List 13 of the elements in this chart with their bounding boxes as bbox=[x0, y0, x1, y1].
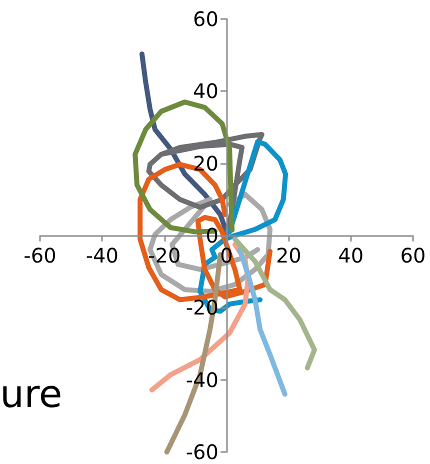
x-tick-label: -60 bbox=[24, 244, 56, 268]
x-tick-label: 0 bbox=[220, 244, 233, 268]
y-tick-label: -40 bbox=[186, 368, 218, 392]
x-tick-label: -20 bbox=[148, 244, 181, 268]
y-tick-label: 20 bbox=[193, 151, 218, 176]
x-tick-label: 40 bbox=[338, 244, 364, 268]
y-tick-label: 40 bbox=[193, 79, 218, 104]
annotation: ure bbox=[0, 372, 62, 416]
y-tick-label: 60 bbox=[193, 7, 218, 31]
y-tick-label: -60 bbox=[186, 440, 218, 464]
x-tick-label: 20 bbox=[276, 244, 302, 268]
x-tick-label: -40 bbox=[86, 244, 119, 268]
x-tick-label: 60 bbox=[400, 244, 426, 268]
